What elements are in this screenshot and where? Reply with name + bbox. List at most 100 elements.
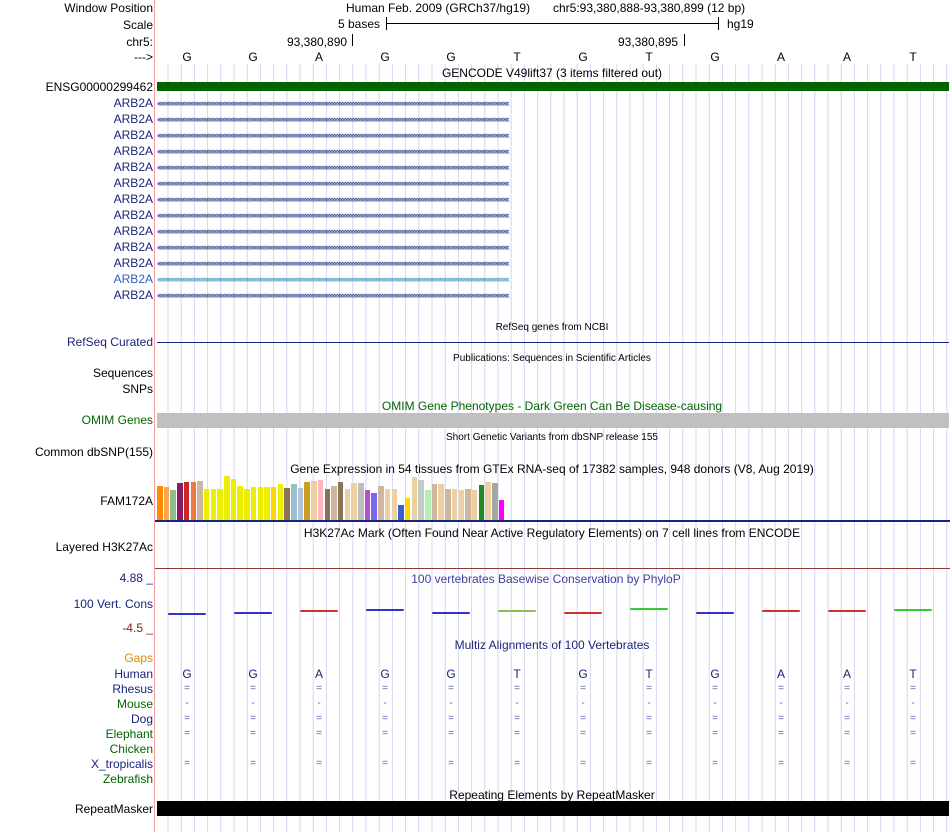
gtex-tissue-bar[interactable] [371, 493, 377, 520]
gencode-transcript-track[interactable]: ‹‹‹‹‹‹‹‹‹‹‹‹‹‹‹‹‹‹‹‹‹‹‹‹‹‹‹‹‹‹‹‹‹‹‹‹‹‹‹‹… [157, 164, 510, 171]
gtex-tissue-bar[interactable] [250, 487, 257, 520]
gencode-transcript-label[interactable]: ARB2A [113, 288, 153, 302]
gtex-tissue-bar[interactable] [170, 490, 176, 520]
gtex-tissue-bar[interactable] [224, 476, 230, 520]
phylop-score-mark[interactable] [630, 608, 668, 611]
gtex-tissue-bar[interactable] [471, 490, 478, 520]
gtex-tissue-bar[interactable] [163, 487, 170, 520]
gtex-tissue-bar[interactable] [297, 488, 304, 520]
phylop-score-mark[interactable] [564, 612, 602, 615]
gtex-tissue-bar[interactable] [458, 490, 464, 520]
refseq-label[interactable]: RefSeq Curated [66, 335, 153, 349]
gtex-tissue-bar[interactable] [391, 489, 397, 520]
phylop-score-mark[interactable] [432, 612, 470, 615]
gtex-tissue-bar[interactable] [485, 482, 491, 520]
gencode-transcript-track[interactable]: ‹‹‹‹‹‹‹‹‹‹‹‹‹‹‹‹‹‹‹‹‹‹‹‹‹‹‹‹‹‹‹‹‹‹‹‹‹‹‹‹… [157, 260, 510, 267]
gtex-tissue-bar[interactable] [351, 483, 357, 520]
gtex-tissue-bar[interactable] [378, 486, 384, 520]
gtex-tissue-bar[interactable] [257, 487, 263, 520]
h3k27ac-label[interactable]: Layered H3K27Ac [55, 540, 153, 554]
gtex-tissue-bar[interactable] [291, 484, 297, 520]
phylop-score-mark[interactable] [168, 612, 206, 615]
multiz-species-label[interactable]: Mouse [116, 697, 153, 711]
gtex-tissue-bar[interactable] [210, 489, 217, 520]
gtex-tissue-bar[interactable] [317, 480, 324, 520]
gencode-transcript-label[interactable]: ARB2A [113, 160, 153, 174]
gtex-tissue-bar[interactable] [384, 489, 391, 520]
gencode-transcript-label[interactable]: ARB2A [113, 272, 153, 286]
gtex-tissue-bar[interactable] [264, 487, 270, 520]
gtex-tissue-bar[interactable] [425, 490, 431, 520]
gtex-tissue-bar[interactable] [157, 486, 163, 520]
phylop-label[interactable]: 100 Vert. Cons [73, 597, 153, 611]
multiz-species-label[interactable]: Chicken [109, 742, 153, 756]
gtex-tissue-bar[interactable] [230, 479, 237, 520]
gencode-transcript-label[interactable]: ARB2A [113, 224, 153, 238]
omim-bar[interactable] [157, 413, 949, 428]
gencode-transcript-track[interactable]: ‹‹‹‹‹‹‹‹‹‹‹‹‹‹‹‹‹‹‹‹‹‹‹‹‹‹‹‹‹‹‹‹‹‹‹‹‹‹‹‹… [157, 132, 510, 139]
gencode-transcript-label[interactable]: ARB2A [113, 128, 153, 142]
phylop-score-mark[interactable] [366, 609, 404, 612]
multiz-species-label[interactable]: Human [114, 667, 153, 681]
multiz-species-label[interactable]: X_tropicalis [90, 757, 153, 771]
multiz-species-label[interactable]: Elephant [105, 727, 153, 741]
phylop-score-mark[interactable] [894, 608, 932, 611]
gencode-transcript-track[interactable]: ‹‹‹‹‹‹‹‹‹‹‹‹‹‹‹‹‹‹‹‹‹‹‹‹‹‹‹‹‹‹‹‹‹‹‹‹‹‹‹‹… [157, 196, 510, 203]
gtex-tissue-bar[interactable] [404, 498, 411, 520]
publications-sequences-label[interactable]: Sequences [92, 366, 153, 380]
gtex-tissue-bar[interactable] [197, 481, 203, 520]
gencode-transcript-label[interactable]: ARB2A [113, 208, 153, 222]
multiz-species-label[interactable]: Rhesus [112, 682, 153, 696]
repeatmasker-label[interactable]: RepeatMasker [74, 802, 153, 816]
gtex-tissue-bar[interactable] [398, 505, 404, 520]
gtex-tissue-bar[interactable] [451, 489, 458, 520]
gencode-transcript-track[interactable]: ‹‹‹‹‹‹‹‹‹‹‹‹‹‹‹‹‹‹‹‹‹‹‹‹‹‹‹‹‹‹‹‹‹‹‹‹‹‹‹‹… [157, 212, 510, 219]
gtex-tissue-bar[interactable] [418, 480, 424, 520]
phylop-score-mark[interactable] [498, 610, 536, 613]
gtex-tissue-bar[interactable] [364, 490, 371, 520]
dbsnp-label[interactable]: Common dbSNP(155) [34, 445, 153, 459]
gtex-tissue-bar[interactable] [244, 489, 250, 520]
gtex-tissue-bar[interactable] [183, 482, 190, 520]
gtex-tissue-bar[interactable] [344, 489, 351, 520]
gencode-gene-label[interactable]: ENSG00000299462 [45, 80, 153, 94]
multiz-species-label[interactable]: Dog [130, 712, 153, 726]
gencode-transcript-label[interactable]: ARB2A [113, 112, 153, 126]
gencode-transcript-label[interactable]: ARB2A [113, 240, 153, 254]
gencode-transcript-track[interactable]: ‹‹‹‹‹‹‹‹‹‹‹‹‹‹‹‹‹‹‹‹‹‹‹‹‹‹‹‹‹‹‹‹‹‹‹‹‹‹‹‹… [157, 116, 510, 123]
phylop-score-mark[interactable] [828, 610, 866, 613]
gtex-tissue-bar[interactable] [431, 484, 438, 520]
gtex-tissue-bar[interactable] [331, 486, 337, 520]
gtex-tissue-bar[interactable] [270, 487, 277, 520]
gtex-label[interactable]: FAM172A [100, 494, 153, 508]
gtex-tissue-bar[interactable] [498, 500, 505, 520]
gtex-tissue-bar[interactable] [478, 485, 485, 520]
gtex-tissue-bar[interactable] [277, 484, 284, 520]
gencode-transcript-label[interactable]: ARB2A [113, 176, 153, 190]
gencode-transcript-track[interactable]: ‹‹‹‹‹‹‹‹‹‹‹‹‹‹‹‹‹‹‹‹‹‹‹‹‹‹‹‹‹‹‹‹‹‹‹‹‹‹‹‹… [157, 148, 510, 155]
gencode-transcript-label[interactable]: ARB2A [113, 144, 153, 158]
gtex-tissue-bar[interactable] [237, 486, 243, 520]
gencode-transcript-label[interactable]: ARB2A [113, 192, 153, 206]
publications-snps-label[interactable]: SNPs [122, 382, 153, 396]
gencode-transcript-label[interactable]: ARB2A [113, 96, 153, 110]
refseq-line[interactable] [157, 342, 949, 343]
gtex-tissue-bar[interactable] [190, 482, 196, 520]
gencode-transcript-track[interactable]: ‹‹‹‹‹‹‹‹‹‹‹‹‹‹‹‹‹‹‹‹‹‹‹‹‹‹‹‹‹‹‹‹‹‹‹‹‹‹‹‹… [157, 228, 510, 235]
gtex-tissue-bar[interactable] [304, 482, 310, 520]
phylop-score-mark[interactable] [762, 609, 800, 612]
gencode-transcript-track[interactable]: ‹‹‹‹‹‹‹‹‹‹‹‹‹‹‹‹‹‹‹‹‹‹‹‹‹‹‹‹‹‹‹‹‹‹‹‹‹‹‹‹… [157, 180, 510, 187]
gtex-tissue-bar[interactable] [465, 489, 471, 520]
gtex-tissue-bar[interactable] [311, 481, 317, 520]
gencode-transcript-track[interactable]: ‹‹‹‹‹‹‹‹‹‹‹‹‹‹‹‹‹‹‹‹‹‹‹‹‹‹‹‹‹‹‹‹‹‹‹‹‹‹‹‹… [157, 276, 510, 283]
gencode-transcript-track[interactable]: ‹‹‹‹‹‹‹‹‹‹‹‹‹‹‹‹‹‹‹‹‹‹‹‹‹‹‹‹‹‹‹‹‹‹‹‹‹‹‹‹… [157, 292, 510, 299]
repeatmasker-bar[interactable] [157, 801, 949, 816]
gencode-transcript-track[interactable]: ‹‹‹‹‹‹‹‹‹‹‹‹‹‹‹‹‹‹‹‹‹‹‹‹‹‹‹‹‹‹‹‹‹‹‹‹‹‹‹‹… [157, 244, 510, 251]
gtex-tissue-bar[interactable] [337, 482, 344, 520]
phylop-score-mark[interactable] [234, 611, 272, 614]
phylop-score-mark[interactable] [696, 611, 734, 614]
omim-label[interactable]: OMIM Genes [81, 413, 153, 427]
phylop-score-mark[interactable] [300, 609, 338, 612]
gencode-transcript-label[interactable]: ARB2A [113, 256, 153, 270]
gtex-tissue-bar[interactable] [284, 488, 290, 520]
